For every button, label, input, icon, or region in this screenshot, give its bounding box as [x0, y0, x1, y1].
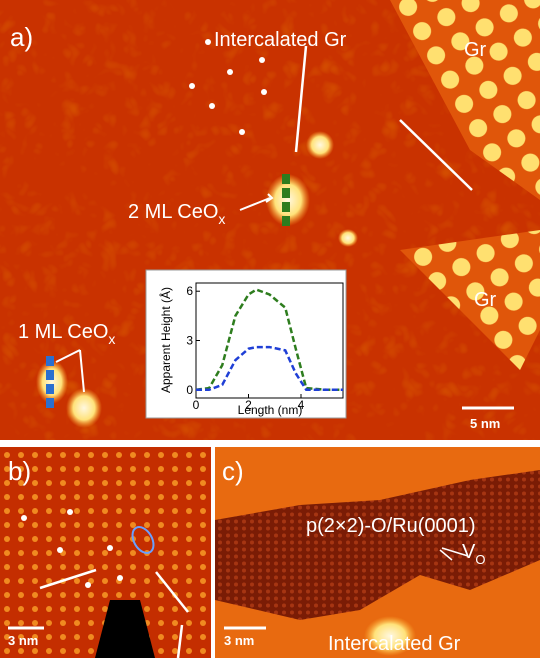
x-tick-label: 4 — [298, 398, 305, 412]
island — [36, 360, 68, 404]
y-axis-label: Apparent Height (Å) — [158, 287, 173, 393]
shape — [261, 89, 267, 95]
scale-label: 3 nm — [224, 633, 254, 648]
y-tick-label: 6 — [186, 284, 193, 298]
panel-label: b) — [8, 456, 31, 486]
text-part: x — [218, 211, 225, 227]
shape — [189, 83, 195, 89]
island — [338, 229, 358, 247]
y-tick-label: 0 — [186, 383, 193, 397]
text-part: 1 ML CeO — [18, 321, 108, 343]
text-part: V — [462, 541, 476, 563]
shape — [259, 57, 265, 63]
annotation: p(2×2)-O/Ru(0001) — [306, 515, 476, 537]
panel-label: c) — [222, 456, 244, 486]
inset — [146, 270, 346, 418]
island — [306, 131, 334, 159]
annotation: Intercalated Gr — [328, 633, 461, 655]
text-part: O — [475, 552, 485, 567]
x-tick-label: 0 — [193, 398, 200, 412]
shape — [107, 545, 113, 551]
annotation: Gr — [474, 289, 497, 311]
shape — [67, 509, 73, 515]
scale-label: 3 nm — [8, 633, 38, 648]
text-part: x — [108, 331, 115, 347]
shape — [205, 39, 211, 45]
figure: a) Intercalated Gr Gr Gr 2 ML CeOx 1 ML … — [0, 0, 540, 658]
panel-b: b) 3 nm — [0, 447, 211, 658]
shape — [57, 547, 63, 553]
panel-c: c) p(2×2)-O/Ru(0001) VO 3 nm Intercalate… — [215, 447, 540, 658]
island — [66, 388, 102, 428]
panel-label: a) — [10, 22, 33, 52]
annotation: Intercalated Gr — [214, 29, 347, 51]
text-part: 2 ML CeO — [128, 201, 218, 223]
y-tick-label: 3 — [186, 334, 193, 348]
annotation: Gr — [464, 39, 487, 61]
x-tick-label: 2 — [245, 398, 252, 412]
panel-a: a) Intercalated Gr Gr Gr 2 ML CeOx 1 ML … — [0, 0, 540, 440]
shape — [239, 129, 245, 135]
shape — [85, 582, 91, 588]
scale-label: 5 nm — [470, 416, 500, 431]
shape — [117, 575, 123, 581]
shape — [209, 103, 215, 109]
shape — [21, 515, 27, 521]
shape — [227, 69, 233, 75]
